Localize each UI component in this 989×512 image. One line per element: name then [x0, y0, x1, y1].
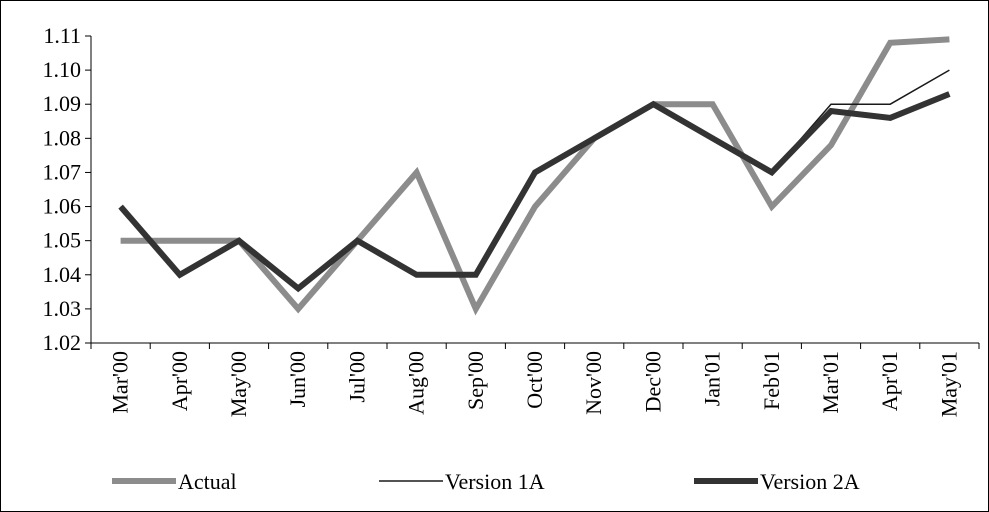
x-tick-label: Jul'00 [344, 351, 369, 403]
y-tick-label: 1.11 [43, 23, 81, 48]
x-tick-label: Jun'00 [285, 351, 310, 408]
x-tick-label: Mar'01 [818, 351, 843, 414]
y-tick-label: 1.03 [43, 296, 82, 321]
legend-label: Version 2A [760, 469, 860, 494]
y-tick-label: 1.04 [43, 262, 82, 287]
y-tick-label: 1.07 [43, 159, 82, 184]
x-axis-ticks: Mar'00 Apr'00 May'00 Jun'00 Jul'00 Aug'00 Sep'… [90, 343, 980, 417]
x-tick-label: Nov'00 [581, 351, 606, 415]
y-tick-label: 1.05 [43, 228, 82, 253]
legend-label: Version 1A [445, 469, 545, 494]
y-tick-label: 1.06 [43, 194, 82, 219]
x-tick-label: Dec'00 [640, 351, 665, 412]
series-lines [118, 36, 951, 316]
x-tick-label: May'01 [936, 351, 961, 417]
y-axis-ticks: 1.02 1.03 1.04 1.05 1.06 1.07 1.08 1.09 1.10 1.11 [43, 23, 91, 355]
y-tick-label: 1.02 [43, 330, 82, 355]
x-tick-label: May'00 [226, 351, 251, 417]
series-line-version-1a [120, 69, 950, 290]
x-tick-label: Aug'00 [404, 351, 429, 415]
x-tick-label: Apr'01 [877, 351, 902, 411]
legend-label: Actual [178, 469, 237, 494]
y-tick-label: 1.08 [43, 125, 82, 150]
x-tick-label: Apr'00 [167, 351, 192, 411]
series-line-actual [120, 36, 950, 316]
series-line-version-2a [118, 91, 951, 293]
x-tick-label: Oct'00 [522, 351, 547, 409]
y-tick-label: 1.09 [43, 91, 82, 116]
x-tick-label: Feb'01 [759, 351, 784, 410]
x-tick-label: Jan'01 [700, 351, 725, 406]
x-tick-label: Sep'00 [463, 351, 488, 410]
legend: Actual Version 1A Version 2A [112, 469, 860, 494]
y-tick-label: 1.10 [43, 57, 82, 82]
chart-axes [90, 36, 979, 344]
x-tick-label: Mar'00 [108, 351, 133, 414]
